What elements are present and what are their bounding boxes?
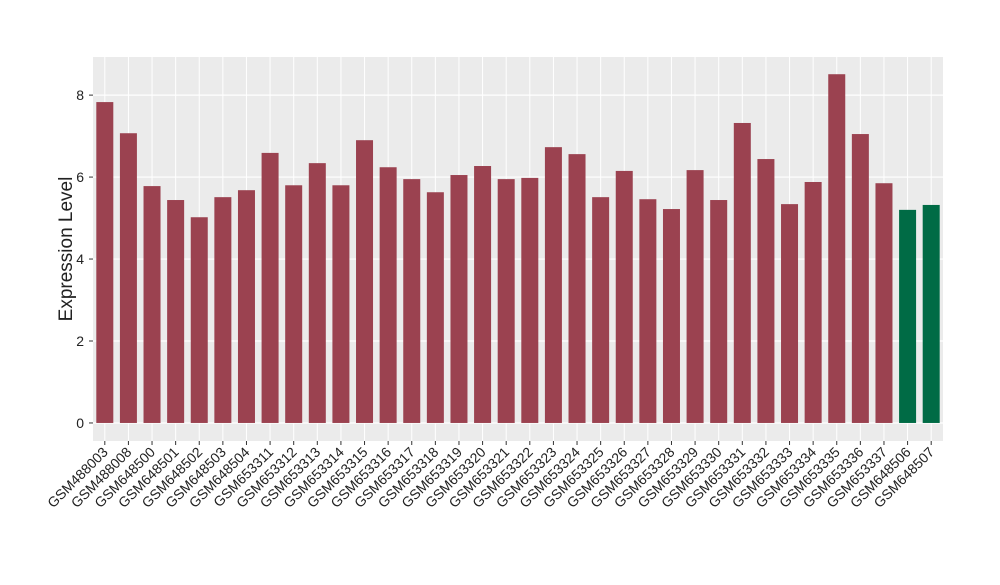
bar <box>190 217 208 423</box>
bar <box>615 170 633 423</box>
bar <box>403 179 421 423</box>
bar <box>592 197 610 423</box>
bar <box>450 175 468 423</box>
bar <box>356 140 374 423</box>
bar <box>474 166 492 423</box>
bar <box>686 170 704 423</box>
bar <box>568 154 586 423</box>
bar <box>119 133 137 423</box>
bar <box>781 204 799 423</box>
y-tick-label: 8 <box>76 87 84 103</box>
bar <box>426 192 444 423</box>
bar <box>521 177 539 423</box>
bar <box>167 200 185 423</box>
bar <box>214 197 232 423</box>
bar <box>544 147 562 423</box>
bar <box>662 209 680 423</box>
bar <box>757 159 775 423</box>
bar <box>899 209 917 423</box>
panel <box>93 57 943 441</box>
y-tick-label: 0 <box>76 415 84 431</box>
bar <box>710 200 728 423</box>
bar <box>308 163 326 423</box>
bar <box>379 167 397 423</box>
bar <box>851 134 869 423</box>
y-axis-label: Expression Level <box>56 177 77 322</box>
bar <box>285 185 303 423</box>
bar <box>922 204 940 423</box>
bar <box>237 190 255 423</box>
y-tick-label: 4 <box>76 251 84 267</box>
bar <box>828 74 846 423</box>
bar <box>804 181 822 423</box>
bar <box>332 185 350 423</box>
bar <box>639 199 657 423</box>
y-tick-label: 6 <box>76 169 84 185</box>
bar <box>497 179 515 423</box>
bar <box>733 122 751 423</box>
bar <box>143 186 161 423</box>
bar <box>96 102 114 423</box>
bar <box>261 152 279 423</box>
bar <box>875 183 893 423</box>
y-tick-label: 2 <box>76 333 84 349</box>
